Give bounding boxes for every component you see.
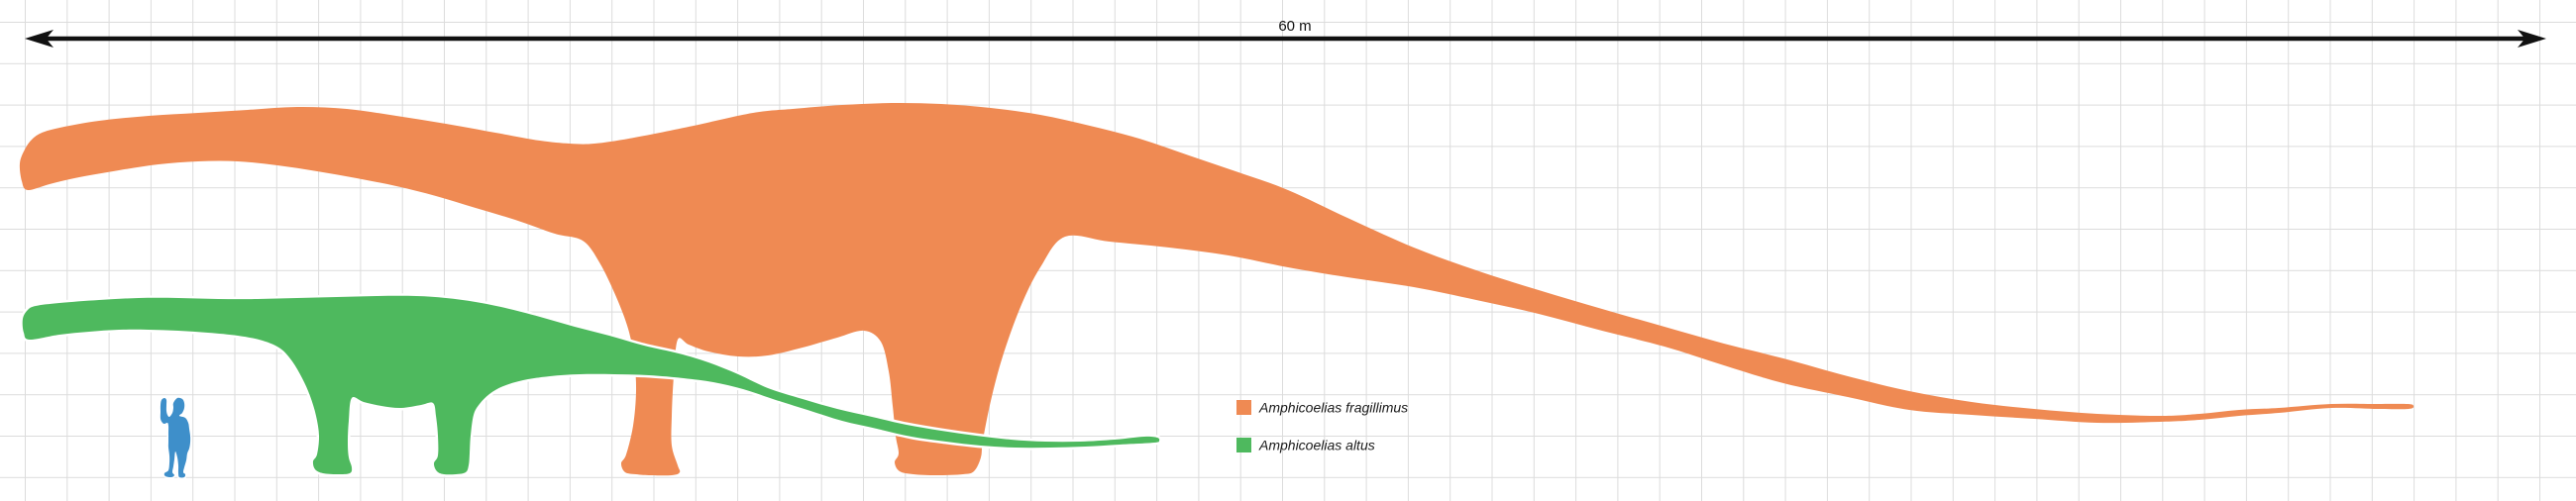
legend-item-fragillimus: Amphicoelias fragillimus	[1236, 400, 1408, 416]
scale-label: 60 m	[1278, 18, 1311, 35]
human-figure	[159, 396, 192, 479]
legend-item-altus: Amphicoelias altus	[1236, 438, 1375, 453]
fragillimus-silhouette	[19, 102, 2415, 476]
legend-swatch-altus	[1236, 438, 1251, 452]
legend: Amphicoelias fragillimus Amphicoelias al…	[1236, 400, 1408, 453]
scale-bar: 60 m	[25, 18, 2546, 48]
legend-label-fragillimus: Amphicoelias fragillimus	[1258, 400, 1408, 416]
legend-label-altus: Amphicoelias altus	[1258, 438, 1375, 453]
scale-arrowhead-left	[25, 30, 54, 48]
scale-arrowhead-right	[2518, 30, 2546, 48]
legend-swatch-fragillimus	[1236, 400, 1251, 415]
altus-silhouette	[20, 293, 1162, 477]
